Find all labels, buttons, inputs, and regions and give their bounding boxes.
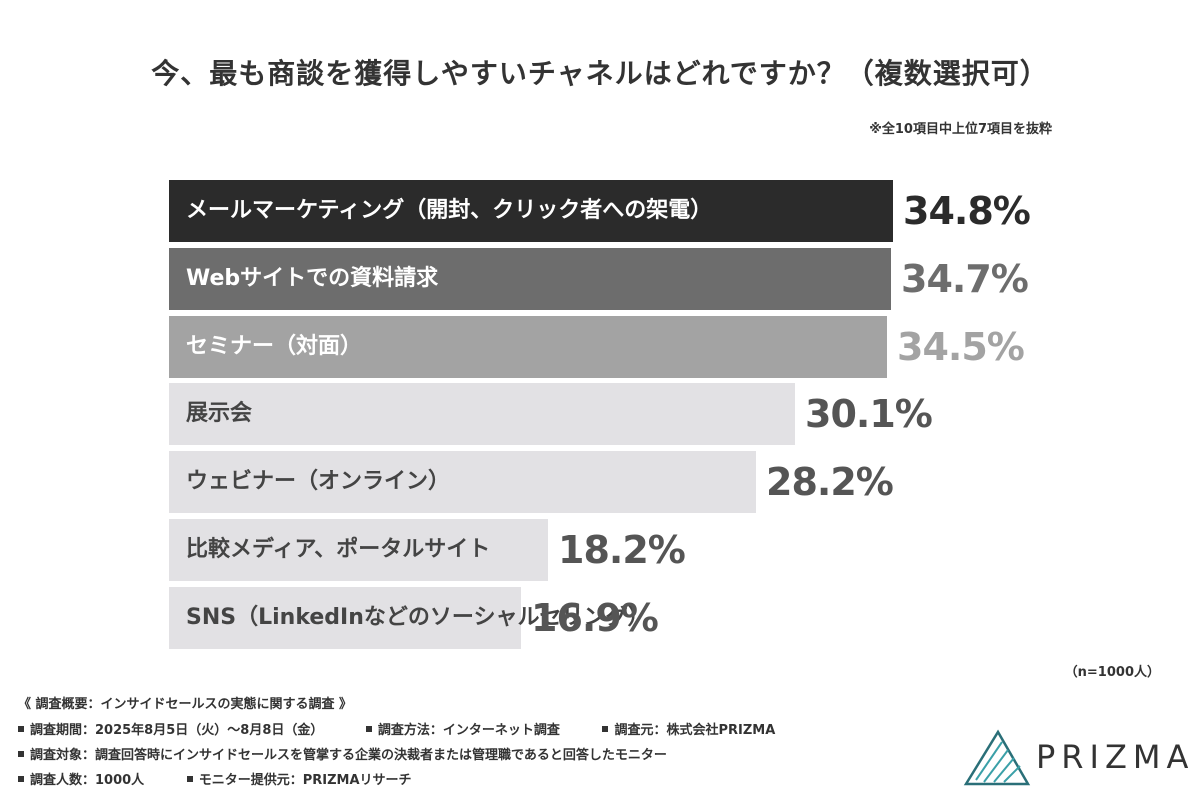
bar-value-5: 28.2%: [766, 460, 894, 505]
bar-1: [169, 180, 893, 242]
bar-label-6: 比較メディア、ポータルサイト: [186, 537, 491, 562]
bar-label-5: ウェビナー（オンライン）: [186, 469, 451, 495]
survey-period: 調査期間：2025年8月5日（火）〜8月8日（金）: [30, 723, 324, 738]
survey-line-1: 調査期間：2025年8月5日（火）〜8月8日（金） 調査方法：インターネット調査…: [18, 719, 813, 738]
survey-method: 調査方法：インターネット調査: [377, 723, 560, 738]
logo-text: PRIZMA: [1036, 738, 1195, 776]
bar-label-1: メールマーケティング（開封、クリック者への架電）: [186, 198, 713, 223]
bar-7: [169, 586, 521, 649]
bar-label-7: SNS（LinkedInなどのソーシャルセリング）: [186, 604, 650, 630]
survey-target: 調査対象：調査回答時にインサイドセールスを管掌する企業の決裁者または管理職である…: [30, 748, 667, 763]
bar-value-3: 34.5%: [897, 324, 1025, 369]
bar-value-6: 18.2%: [558, 528, 686, 572]
survey-organizer: 調査元：株式会社PRIZMA: [614, 723, 776, 738]
chart-title: 今、最も商談を獲得しやすいチャネルはどれですか？（複数選択可）: [151, 57, 1049, 90]
bar-3: [169, 315, 887, 378]
bar-6: [169, 519, 548, 581]
sample-size-label: （n=1000人）: [1064, 665, 1160, 680]
bar-label-2: Webサイトでの資料請求: [186, 265, 439, 291]
bar-2: [169, 247, 891, 310]
survey-line-2: 調査対象：調査回答時にインサイドセールスを管掌する企業の決裁者または管理職である…: [18, 744, 705, 763]
survey-provider: モニター提供元：PRIZMAリサーチ: [198, 773, 412, 788]
prism-triangle-icon: [963, 729, 1031, 786]
bar-value-7: 16.9%: [531, 595, 659, 640]
chart-note: ※全10項目中上位7項目を抜粋: [869, 122, 1052, 137]
bar-5: [169, 451, 756, 514]
survey-count: 調査人数：1000人: [30, 773, 145, 788]
bar-value-2: 34.7%: [901, 256, 1029, 301]
bar-value-1: 34.8%: [903, 189, 1031, 233]
bar-value-4: 30.1%: [805, 392, 933, 437]
survey-header: 《 調査概要：インサイドセールスの実態に関する調査 》: [18, 697, 353, 712]
bar-label-3: セミナー（対面）: [186, 333, 363, 359]
bar-4: [169, 383, 795, 446]
survey-line-3: 調査人数：1000人 モニター提供元：PRIZMAリサーチ: [18, 769, 450, 788]
bar-label-4: 展示会: [186, 401, 253, 427]
